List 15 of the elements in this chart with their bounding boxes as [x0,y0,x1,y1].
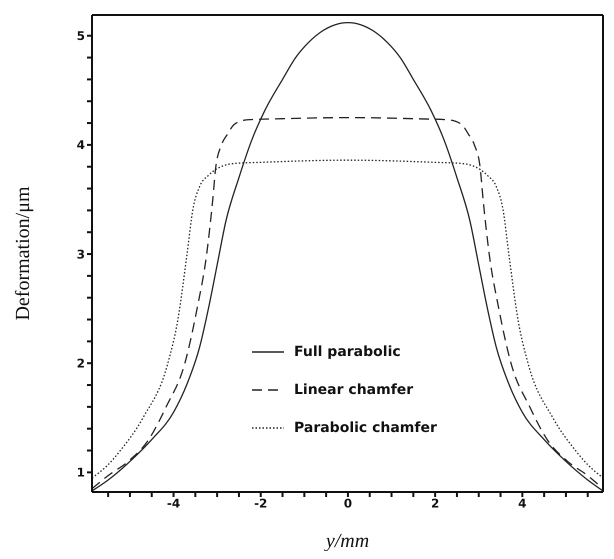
x-tick-label: 4 [518,496,527,511]
x-tick-label: -2 [254,496,268,511]
y-tick-label: 4 [76,138,85,152]
y-tick-label: 1 [76,466,85,480]
x-tick-label: 0 [344,496,352,511]
legend-label: Parabolic chamfer [294,420,437,436]
x-tick-label: 2 [430,496,440,511]
legend-label: Linear chamfer [294,382,414,398]
y-axis-title: Deformation/μm [12,186,34,321]
y-tick-label: 5 [76,29,85,43]
x-tick-label: -4 [166,496,180,511]
x-axis-title: y/mm [324,530,370,552]
y-tick-label: 3 [76,247,85,262]
legend-label: Full parabolic [294,344,401,360]
y-tick-label: 2 [76,356,85,370]
